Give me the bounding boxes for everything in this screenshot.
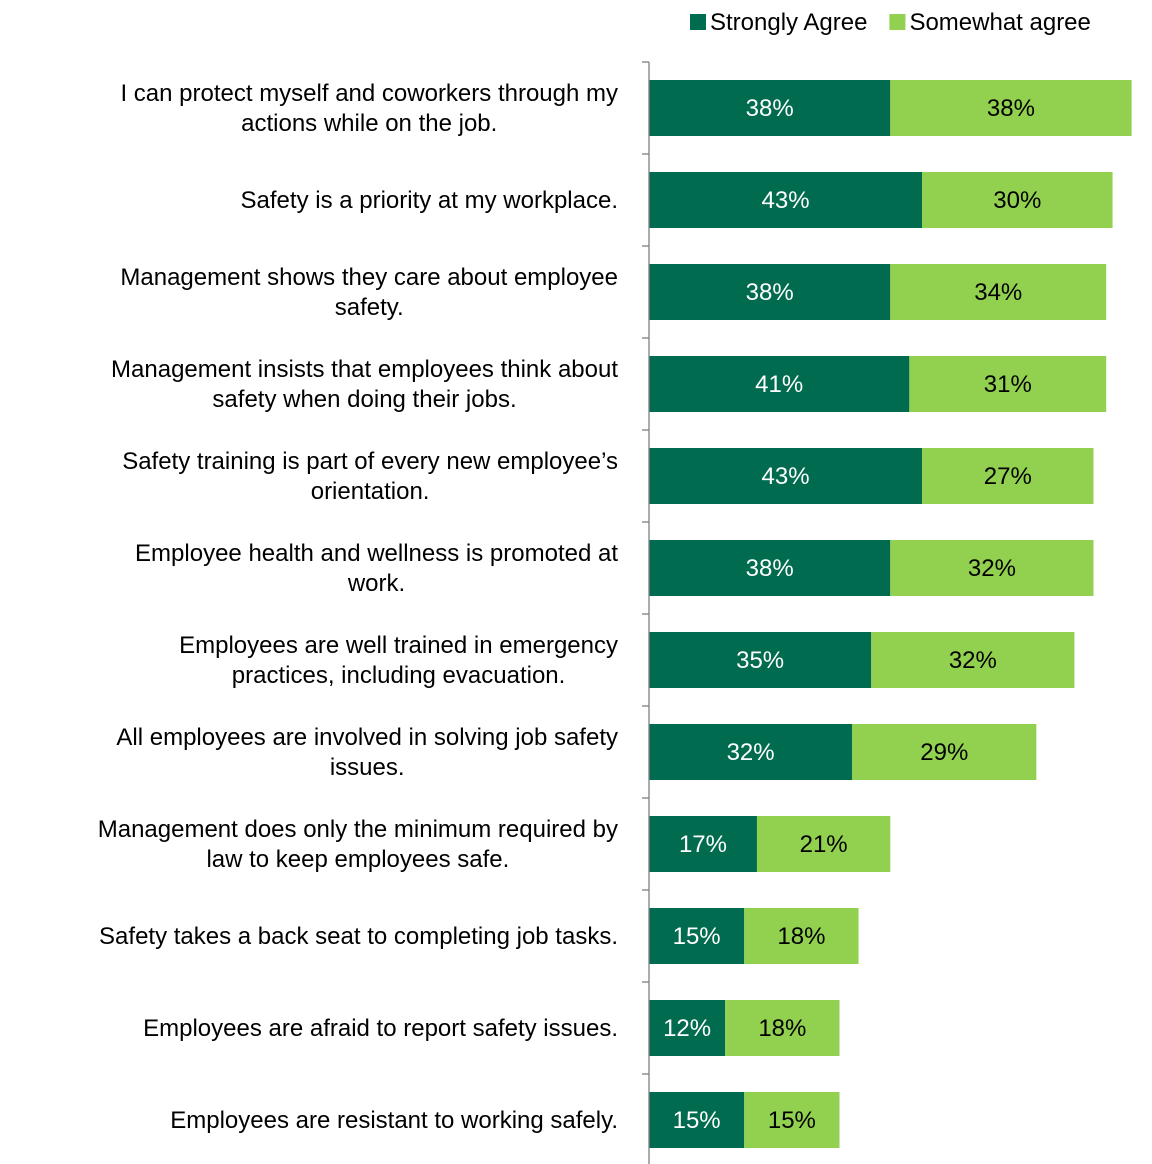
bar-strongly-agree: [649, 1000, 726, 1056]
category-label: Safety is a priority at my workplace.: [241, 187, 618, 214]
bars: 38% 38% 43% 30% 38% 34% 41% 31% 43% 27% 38% 32% 35% 3…: [649, 80, 1132, 1148]
value-label: 17%: [679, 831, 727, 858]
category-label: Management insists that employees think …: [111, 356, 618, 413]
bar-strongly-agree: [649, 356, 910, 412]
value-label: 35%: [736, 647, 784, 674]
value-label: 32%: [949, 647, 997, 674]
bar-strongly-agree: [649, 724, 853, 780]
bar-strongly-agree: [649, 80, 891, 136]
value-label: 31%: [984, 371, 1032, 398]
bar-somewhat-agree: [890, 80, 1132, 136]
bar-strongly-agree: [649, 1092, 745, 1148]
value-label: 29%: [920, 739, 968, 766]
bar-strongly-agree: [649, 448, 923, 504]
value-label: 15%: [768, 1107, 816, 1134]
bar-somewhat-agree: [852, 724, 1037, 780]
bar-strongly-agree: [649, 264, 891, 320]
value-label: 32%: [968, 555, 1016, 582]
category-label: Employees are well trained in emergency p…: [179, 632, 618, 689]
value-label: 15%: [673, 1107, 721, 1134]
category-axis: [642, 61, 650, 1164]
value-label: 18%: [758, 1015, 806, 1042]
category-label: Employees are afraid to report safety is…: [143, 1015, 618, 1042]
value-label: 43%: [762, 463, 810, 490]
category-label: Management shows they care about employe…: [120, 264, 618, 321]
value-label: 38%: [746, 555, 794, 582]
value-label: 34%: [974, 279, 1022, 306]
bar-somewhat-agree: [922, 448, 1094, 504]
category-label: I can protect myself and coworkers throu…: [120, 80, 618, 137]
value-label: 18%: [777, 923, 825, 950]
category-label: Safety takes a back seat to completing j…: [99, 923, 618, 950]
bar-strongly-agree: [649, 540, 891, 596]
legend-swatch-strongly-agree: [690, 14, 706, 30]
bar-somewhat-agree: [922, 172, 1113, 228]
bar-somewhat-agree: [725, 1000, 840, 1056]
bar-strongly-agree: [649, 172, 923, 228]
bar-somewhat-agree: [890, 540, 1094, 596]
value-label: 27%: [984, 463, 1032, 490]
category-labels: I can protect myself and coworkers throu…: [98, 80, 619, 1134]
legend: Strongly Agree Somewhat agree: [690, 9, 1091, 36]
bar-somewhat-agree: [871, 632, 1075, 688]
category-label: All employees are involved in solving jo…: [116, 724, 618, 781]
legend-label: Somewhat agree: [909, 9, 1090, 36]
bar-somewhat-agree: [744, 908, 859, 964]
bar-strongly-agree: [649, 816, 757, 872]
value-label: 38%: [987, 95, 1035, 122]
legend-label: Strongly Agree: [710, 9, 867, 36]
bar-somewhat-agree: [756, 816, 891, 872]
bar-somewhat-agree: [909, 356, 1107, 412]
legend-swatch-somewhat-agree: [889, 14, 906, 30]
bar-somewhat-agree: [890, 264, 1107, 320]
value-label: 38%: [746, 279, 794, 306]
value-label: 30%: [993, 187, 1041, 214]
value-label: 32%: [727, 739, 775, 766]
value-label: 38%: [746, 95, 794, 122]
bar-strongly-agree: [649, 908, 745, 964]
category-label: Safety training is part of every new emp…: [122, 448, 618, 505]
value-label: 43%: [762, 187, 810, 214]
category-label: Employees are resistant to working safel…: [170, 1107, 618, 1134]
bar-strongly-agree: [649, 632, 872, 688]
category-label: Management does only the minimum require…: [98, 816, 618, 873]
category-label: Employee health and wellness is promoted…: [135, 540, 618, 597]
value-label: 41%: [755, 371, 803, 398]
value-label: 21%: [800, 831, 848, 858]
value-label: 15%: [673, 923, 721, 950]
bar-somewhat-agree: [744, 1092, 840, 1148]
value-label: 12%: [663, 1015, 711, 1042]
